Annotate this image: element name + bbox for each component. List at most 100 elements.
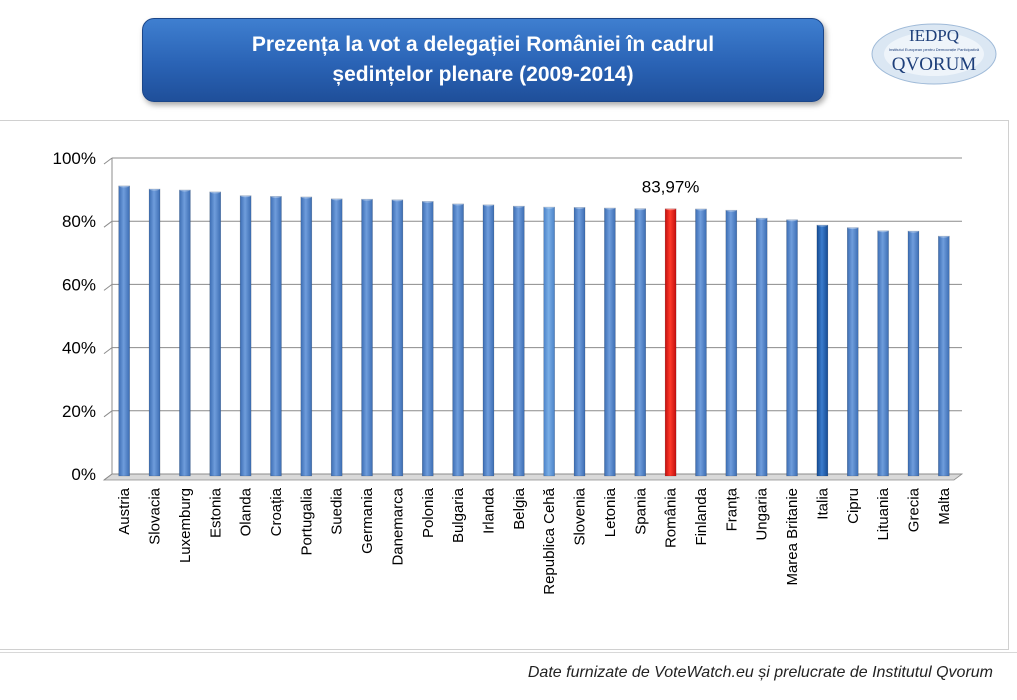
bar-22 [786,219,798,477]
x-tick-label: Croația [268,487,285,536]
bar-24 [847,227,859,477]
bar-top-11 [452,202,464,206]
bar-7 [330,198,343,477]
bar-top-25 [877,229,889,233]
bar-0 [118,185,130,477]
x-tick-label: Marea Britanie [784,488,801,586]
chart-frame [0,120,1009,650]
x-tick-label: Finlanda [693,487,710,545]
bar-25 [877,230,889,477]
x-tick-label: Franța [723,487,740,531]
bar-9 [391,199,404,477]
x-tick-label: Republica Cehă [541,487,558,594]
footer-divider [0,652,1017,653]
bar-top-20 [725,208,737,212]
chart-title: Prezența la vot a delegației României în… [251,33,715,86]
x-tick-label: Slovenia [572,487,589,545]
x-tick-label: Letonia [602,487,619,537]
bar-2 [179,189,191,477]
bar-top-6 [300,195,312,199]
x-tick-label: Suedia [329,487,346,534]
y-tick-label: 100% [53,149,96,168]
bar-top-0 [118,184,130,188]
bar-top-19 [695,207,707,211]
bar-21 [755,217,768,477]
bar-top-8 [361,197,373,201]
y-tick-label: 40% [62,339,96,358]
bar-20 [725,209,738,477]
bar-top-12 [482,203,494,207]
bar-6 [300,196,313,477]
x-tick-label: Spania [632,487,649,534]
bar-18 [664,208,677,477]
x-tick-label: România [663,487,680,548]
bar-27 [938,235,950,477]
x-tick-label: Slovacia [147,487,164,544]
bar-top-23 [816,223,828,227]
bar-top-14 [543,205,555,209]
bar-15 [573,207,586,477]
x-tick-label: Olanda [238,487,255,536]
logo-bottom-text: QVORUM [892,54,977,75]
bar-top-5 [270,194,282,198]
y-tick-label: 60% [62,275,96,294]
qvorum-logo: IEDPQ Institutul European pentru Democra… [871,23,997,85]
x-tick-label: Austria [116,487,133,534]
bar-top-3 [209,190,221,194]
y-tick-label: 80% [62,212,96,231]
x-tick-label: Estonia [207,487,224,538]
bar-8 [361,198,373,477]
bar-top-24 [847,225,859,230]
bar-top-2 [179,188,191,192]
bar-top-7 [331,197,343,201]
bar-26 [907,230,920,477]
bar-11 [452,203,464,477]
x-tick-label: Lituania [875,487,892,540]
bar-top-22 [786,218,798,222]
bar-top-17 [634,206,646,211]
gridline-depth [103,283,113,291]
data-label-romania: 83,97% [642,178,700,197]
x-tick-label: Portugalia [298,487,315,555]
y-tick-label: 0% [71,465,96,484]
bar-top-1 [149,187,161,191]
bar-17 [634,208,646,477]
bar-top-18 [665,207,677,211]
x-tick-label: Malta [936,487,953,524]
bar-top-9 [391,198,403,202]
bar-12 [482,204,495,477]
bar-top-27 [938,234,950,238]
bar-4 [239,195,252,477]
bar-13 [513,205,525,477]
x-tick-label: Luxemburg [177,488,194,563]
bar-top-10 [422,199,434,203]
bar-3 [209,191,221,477]
logo-top-text: IEDPQ [909,26,959,45]
chart-floor [102,473,964,481]
x-tick-label: Italia [814,487,831,519]
gridline-depth [103,473,113,481]
gridline-depth [103,157,113,165]
bar-top-13 [513,204,525,208]
bar-19 [695,208,707,477]
chart-title-box: Prezența la vot a delegației României în… [142,18,824,102]
bar-14 [543,206,555,477]
x-tick-label: Belgia [511,487,528,529]
footer-source: Date furnizate de VoteWatch.eu și preluc… [527,664,993,681]
x-tick-label: Polonia [420,487,437,538]
bar-10 [422,201,434,477]
bar-top-26 [907,229,919,233]
bar-5 [270,195,282,477]
y-tick-label: 20% [62,402,96,421]
bar-16 [604,207,616,477]
bar-chart: 0% 20% 40% 60% 80% 100% Austria Slovacia Luxembu… [53,149,964,595]
x-tick-label: Germania [359,487,376,554]
bar-top-21 [756,216,768,220]
x-tick-label: Grecia [905,487,922,532]
bar-23 [816,224,829,477]
x-tick-label: Irlanda [480,487,497,534]
x-tick-label: Danemarca [389,487,406,565]
gridline-depth [103,347,113,355]
x-tick-label: Ungaria [754,487,771,540]
gridline-depth [103,410,113,418]
